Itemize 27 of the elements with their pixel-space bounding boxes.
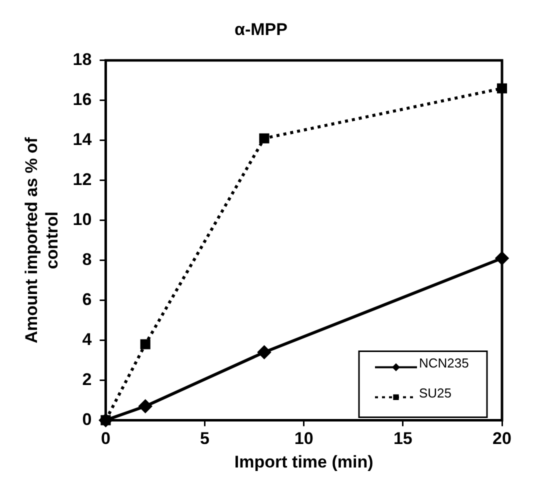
point [100,415,111,426]
x-tick-label: 15 [393,429,412,448]
chart-title: α-MPP [234,20,288,39]
y-tick-label: 4 [82,330,92,349]
point [258,346,271,359]
legend-label: NCN235 [419,355,469,370]
point [259,133,270,144]
point [496,83,508,94]
y-tick-label: 6 [82,290,92,309]
legend-label: SU25 [419,385,452,400]
point [138,400,152,413]
y-tick-label: 14 [72,130,92,150]
point [496,252,508,265]
y-tick-label: 12 [72,170,92,190]
x-tick-label: 10 [294,429,314,448]
y-tick-label: 10 [72,210,92,229]
y-tick-label: 16 [72,90,92,110]
point [140,339,150,350]
y-tick-label: 0 [82,410,92,429]
x-tick-label: 5 [200,429,210,448]
x-tick-label: 0 [100,429,110,448]
y-tick-label: 8 [82,250,92,269]
y-axis-title: Amount imported as % of control [22,137,62,344]
x-axis-title: Import time (min) [234,452,374,472]
y-tick-label: 2 [82,370,92,389]
y-tick-label: 18 [72,50,92,70]
x-tick-label: 20 [492,429,512,448]
